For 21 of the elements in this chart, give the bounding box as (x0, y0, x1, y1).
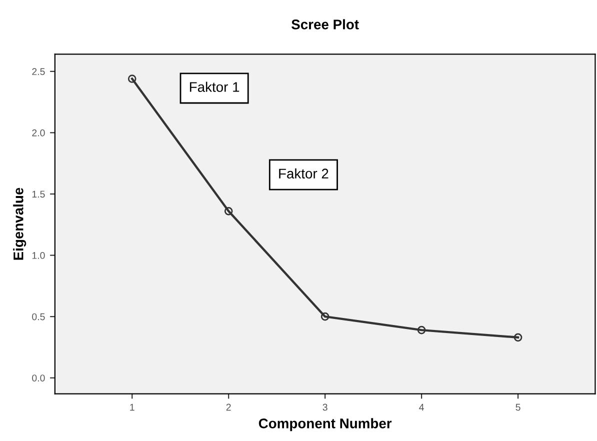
point (514, 333, 522, 342)
x-axis-title: Component Number (258, 418, 392, 432)
point (320, 312, 330, 321)
point (128, 74, 136, 83)
y-tick-label: 0.5 (32, 313, 45, 320)
y-tick-label: 1.0 (32, 252, 45, 259)
annotation: Faktor 1 (190, 82, 240, 92)
y-tick-label: 1.5 (32, 190, 45, 198)
x-tick-label: 3 (322, 404, 328, 411)
y-tick-label: 2.0 (32, 129, 45, 136)
y-tick-label: 0.0 (32, 374, 45, 382)
point (417, 326, 426, 334)
y-axis-title: Eigenvalue (13, 188, 26, 260)
chart-title: Scree Plot (292, 19, 359, 30)
x-tick-label: 4 (419, 404, 424, 411)
x-tick-label: 1 (130, 404, 134, 411)
y-tick-label: 2.5 (32, 68, 45, 76)
point (224, 206, 233, 216)
x-tick-label: 5 (516, 404, 520, 411)
annotation: Faktor 2 (279, 168, 328, 179)
x-tick-label: 2 (226, 404, 231, 411)
